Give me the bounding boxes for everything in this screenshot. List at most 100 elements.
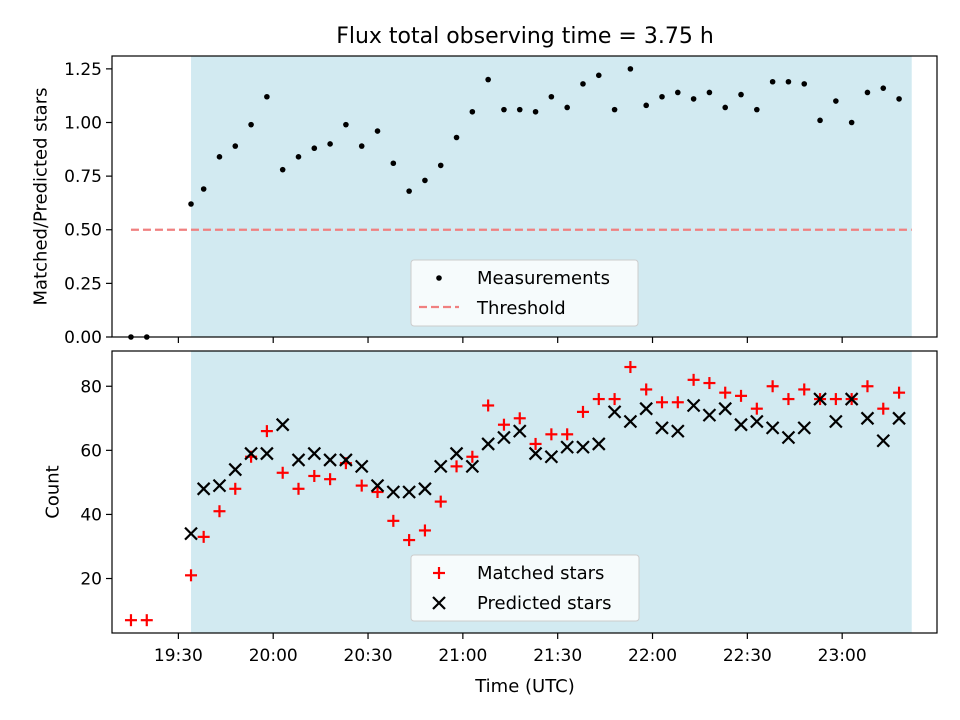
predicted-star-point (702, 408, 717, 422)
predicted-star-point (592, 437, 606, 451)
matched-star-point (640, 383, 653, 396)
y-tick-label: 0.75 (64, 167, 102, 187)
matched-star-point (877, 402, 890, 415)
predicted-star-point (876, 433, 891, 448)
measurement-point (611, 106, 618, 113)
measurement-point (422, 177, 428, 184)
bottom-legend: Matched stars Predicted stars (410, 554, 640, 622)
matched-star-point (229, 482, 242, 495)
y-tick-label: 1.00 (64, 113, 102, 133)
x-axis-label: Time (UTC) (474, 676, 575, 697)
predicted-star-point (449, 446, 464, 461)
predicted-star-point (354, 459, 369, 474)
measurement-point (706, 89, 713, 96)
measurement-point (485, 76, 491, 83)
measurement-points (128, 66, 902, 340)
x-tick-label: 22:00 (628, 646, 677, 666)
measurement-point (216, 154, 223, 160)
x-tick-label: 20:00 (249, 646, 298, 666)
matched-star-point (798, 383, 811, 396)
predicted-star-point (686, 398, 701, 413)
chart-title: Flux total observing time = 3.75 h (336, 24, 714, 49)
measurement-point (627, 66, 634, 72)
predicted-star-point (718, 401, 732, 416)
matched-star-point (140, 614, 153, 627)
predicted-star-point (623, 414, 638, 429)
predicted-star-point (497, 430, 511, 445)
predicted-star-point (750, 414, 764, 429)
matched-star-point (434, 495, 447, 508)
measurement-point (675, 89, 681, 96)
predicted-star-point (465, 459, 480, 474)
matched-star-point (276, 466, 289, 479)
measurement-point (390, 160, 397, 167)
x-tick-label: 21:30 (533, 646, 582, 666)
matched-star-point (766, 380, 779, 393)
matched-star-point (576, 405, 589, 418)
predicted-star-point (184, 526, 198, 541)
matched-star-point (861, 380, 874, 393)
measurement-point (754, 106, 760, 113)
measurement-point (188, 201, 194, 207)
predicted-star-point (196, 482, 211, 496)
predicted-star-point (402, 485, 416, 499)
legend-matched-marker (433, 567, 445, 579)
x-tick-label: 19:30 (154, 646, 203, 666)
top-y-ticks: 0.00 0.25 0.50 0.75 1.00 1.25 (64, 60, 112, 348)
legend-measurement-marker (436, 275, 442, 281)
top-legend-box (410, 259, 639, 327)
bottom-legend-box (410, 554, 640, 622)
measurement-point (738, 91, 744, 98)
measurement-point (295, 154, 302, 160)
measurement-point (659, 93, 665, 100)
predicted-star-point (212, 478, 227, 493)
predicted-star-point (260, 446, 274, 461)
matched-star-point (513, 412, 526, 425)
matched-star-point (371, 486, 384, 498)
measurement-point (311, 145, 318, 152)
predicted-star-point (528, 446, 543, 461)
measurement-point (327, 141, 333, 147)
predicted-star-point (339, 453, 353, 467)
predicted-star-point (386, 485, 401, 499)
matched-star-point (561, 428, 574, 441)
matched-star-point (387, 514, 400, 527)
measurement-point (564, 104, 570, 111)
measurement-point (279, 166, 286, 173)
matched-star-point (324, 473, 337, 486)
x-tick-label: 20:30 (344, 646, 393, 666)
predicted-star-point (797, 421, 812, 435)
measurement-point (532, 108, 539, 115)
measurement-point (469, 108, 476, 115)
measurement-point (437, 162, 444, 169)
matched-star-point (466, 450, 479, 463)
predicted-star-point (244, 446, 258, 461)
legend-predicted-marker (432, 596, 446, 610)
legend-measurements-label: Measurements (477, 268, 610, 289)
matched-star-point (735, 389, 748, 402)
matched-star-point (592, 393, 605, 406)
y-tick-label: 0.25 (64, 274, 102, 294)
predicted-star-point (892, 411, 906, 426)
measurement-point (200, 186, 207, 192)
measurement-point (769, 78, 776, 85)
measurement-point (501, 106, 507, 113)
top-legend: Measurements Threshold (410, 259, 639, 327)
predicted-star-point (734, 417, 748, 432)
predicted-star-point (228, 462, 243, 477)
top-y-axis-label: Matched/Predicted stars (30, 88, 51, 306)
matched-star-point (124, 614, 137, 627)
matched-star-point (355, 479, 368, 492)
x-tick-label: 22:30 (723, 646, 772, 666)
matched-star-point (687, 373, 700, 386)
x-tick-label: 23:00 (818, 646, 867, 666)
predicted-star-point (829, 414, 843, 429)
matched-star-point (829, 393, 842, 406)
matched-star-point (656, 396, 668, 409)
legend-matched-label: Matched stars (477, 563, 604, 584)
predicted-star-point (860, 411, 875, 426)
measurement-point (690, 96, 697, 102)
measurement-point (516, 106, 523, 113)
measurement-point (785, 78, 792, 85)
